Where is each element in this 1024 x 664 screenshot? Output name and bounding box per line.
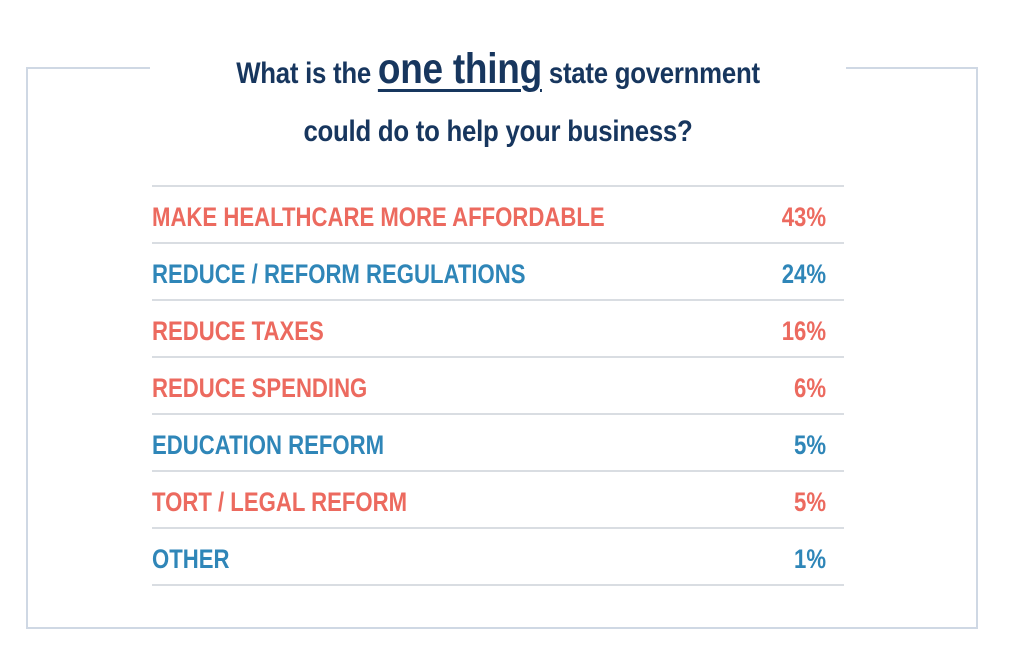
row-value: 43% [781, 202, 826, 232]
row-label: REDUCE / REFORM REGULATIONS [152, 259, 526, 289]
title-emphasis: one thing [377, 45, 542, 93]
title-line-2: could do to help your business? [303, 115, 693, 148]
row-label: REDUCE TAXES [152, 316, 324, 346]
row-label: OTHER [152, 544, 230, 574]
table-row: TORT / LEGAL REFORM 5% [152, 472, 844, 529]
frame-top-right-segment [846, 67, 978, 69]
row-value: 5% [793, 487, 826, 517]
row-value: 6% [793, 373, 826, 403]
frame-top-left-segment [26, 67, 150, 69]
table-row: REDUCE / REFORM REGULATIONS 24% [152, 244, 844, 301]
chart-frame [26, 68, 978, 629]
table-row: REDUCE TAXES 16% [152, 301, 844, 358]
table-top-rule [152, 185, 844, 187]
row-label: TORT / LEGAL REFORM [152, 487, 408, 517]
chart-title: What is the one thing state government c… [199, 40, 798, 161]
table-rows: MAKE HEALTHCARE MORE AFFORDABLE 43% REDUCE… [152, 187, 844, 586]
table-row: EDUCATION REFORM 5% [152, 415, 844, 472]
table-row: OTHER 1% [152, 529, 844, 586]
row-label: REDUCE SPENDING [152, 373, 368, 403]
row-value: 5% [793, 430, 826, 460]
row-value: 24% [781, 259, 826, 289]
title-line-1: What is the one thing state government [199, 40, 798, 103]
title-suffix: state government [541, 57, 760, 90]
row-label: EDUCATION REFORM [152, 430, 385, 460]
row-value: 1% [793, 544, 826, 574]
table-row: MAKE HEALTHCARE MORE AFFORDABLE 43% [152, 187, 844, 244]
row-value: 16% [781, 316, 826, 346]
table-row: REDUCE SPENDING 6% [152, 358, 844, 415]
row-label: MAKE HEALTHCARE MORE AFFORDABLE [152, 202, 605, 232]
results-table: MAKE HEALTHCARE MORE AFFORDABLE 43% REDUCE… [152, 185, 844, 586]
title-prefix: What is the [236, 57, 378, 90]
